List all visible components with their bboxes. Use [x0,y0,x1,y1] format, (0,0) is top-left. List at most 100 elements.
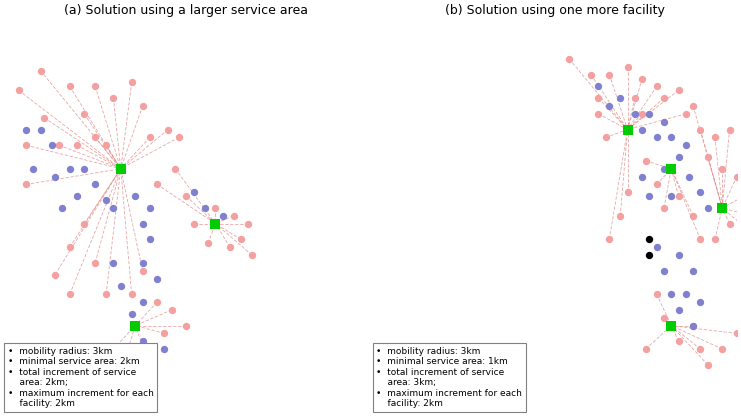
Point [202,240,214,247]
Point [687,213,699,219]
Point [665,193,677,200]
Point [687,103,699,109]
Point [180,322,192,329]
Point [246,252,258,258]
Point [680,142,692,149]
Point [64,244,76,250]
Point [144,362,156,368]
Point [79,111,90,117]
Point [585,71,597,78]
Point [694,126,706,133]
Point [680,111,692,117]
Point [614,95,626,102]
Point [115,283,127,290]
Point [180,193,192,200]
Point [702,362,714,368]
Point [39,114,50,121]
Point [643,236,655,243]
Point [151,181,163,188]
Point [717,166,728,172]
Point [210,205,222,211]
Point [614,213,626,219]
Point [603,236,615,243]
Point [724,220,736,227]
Point [100,197,112,203]
Point [637,126,648,133]
Point [603,103,615,109]
Point [673,252,685,258]
Title: (b) Solution using one more facility: (b) Solution using one more facility [445,4,665,17]
Point [651,181,662,188]
Point [90,83,102,90]
Point [665,322,677,329]
Point [151,275,163,282]
Point [46,142,58,149]
Point [658,118,670,125]
Point [639,346,651,352]
Point [651,83,662,90]
Point [79,220,90,227]
Point [637,75,648,82]
Point [658,95,670,102]
Point [20,126,32,133]
Point [683,173,695,180]
Point [187,220,199,227]
Point [665,166,677,172]
Point [64,83,76,90]
Point [694,236,706,243]
Point [187,189,199,196]
Point [593,83,605,90]
Point [151,299,163,305]
Point [64,291,76,297]
Point [658,267,670,274]
Point [622,64,634,70]
Point [694,299,706,305]
Point [709,134,721,141]
Point [673,193,685,200]
Point [217,213,229,219]
Point [210,220,222,227]
Point [637,111,648,117]
Point [49,271,61,278]
Point [629,95,641,102]
Point [100,291,112,297]
Point [224,244,236,250]
Point [651,244,662,250]
Point [170,166,182,172]
Point [79,166,90,172]
Point [144,134,156,141]
Point [651,291,662,297]
Text: •  mobility radius: 3km
•  minimal service area: 2km
•  total increment of servi: • mobility radius: 3km • minimal service… [8,347,153,408]
Point [643,193,655,200]
Point [126,291,138,297]
Point [694,189,706,196]
Point [90,181,102,188]
Point [159,330,170,337]
Point [100,142,112,149]
Point [724,126,736,133]
Point [35,126,47,133]
Point [53,142,64,149]
Point [20,181,32,188]
Point [738,193,741,200]
Point [130,322,142,329]
Point [235,236,247,243]
Point [622,126,634,133]
Point [643,111,655,117]
Point [90,134,102,141]
Point [687,267,699,274]
Point [702,205,714,211]
Point [144,236,156,243]
Point [673,338,685,344]
Point [166,307,178,313]
Point [126,310,138,317]
Point [603,71,615,78]
Point [136,267,148,274]
Point [115,369,127,376]
Point [56,205,68,211]
Point [639,158,651,164]
Point [687,322,699,329]
Point [673,87,685,94]
Point [173,134,185,141]
Point [629,111,641,117]
